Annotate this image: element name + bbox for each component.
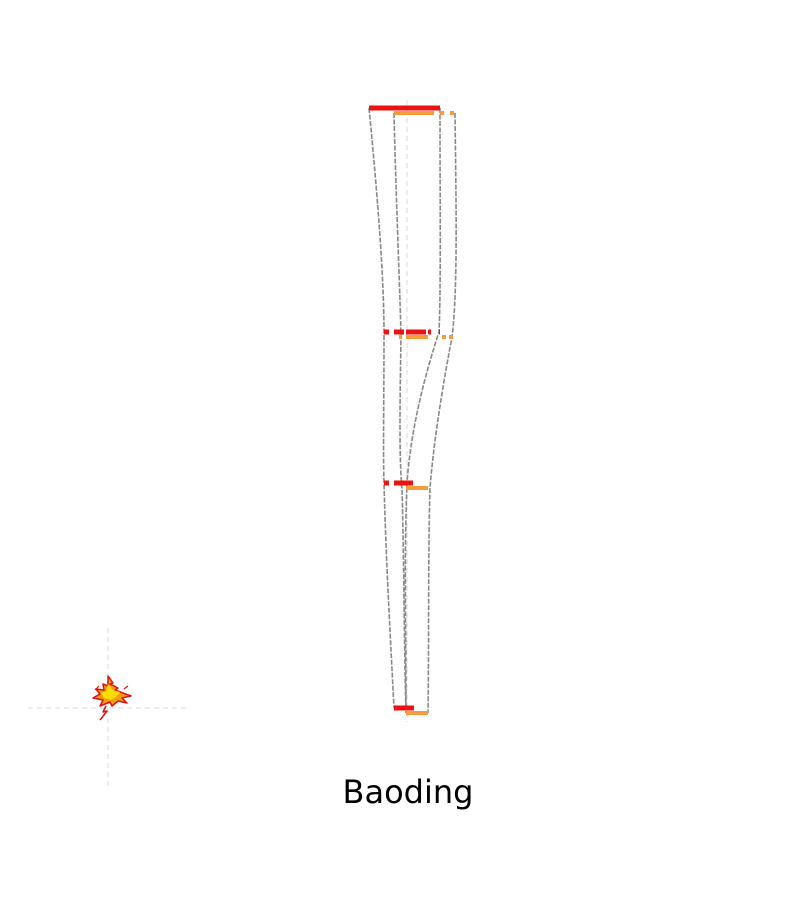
- right-band-outer-edge: [393, 112, 407, 714]
- flame-logo-icon: [92, 675, 132, 721]
- left-band-inner-edge: [404, 107, 442, 709]
- left-band-outer-edge: [368, 107, 395, 709]
- right-band-inner-edge: [427, 112, 457, 714]
- diagram-caption: Baoding: [342, 773, 474, 811]
